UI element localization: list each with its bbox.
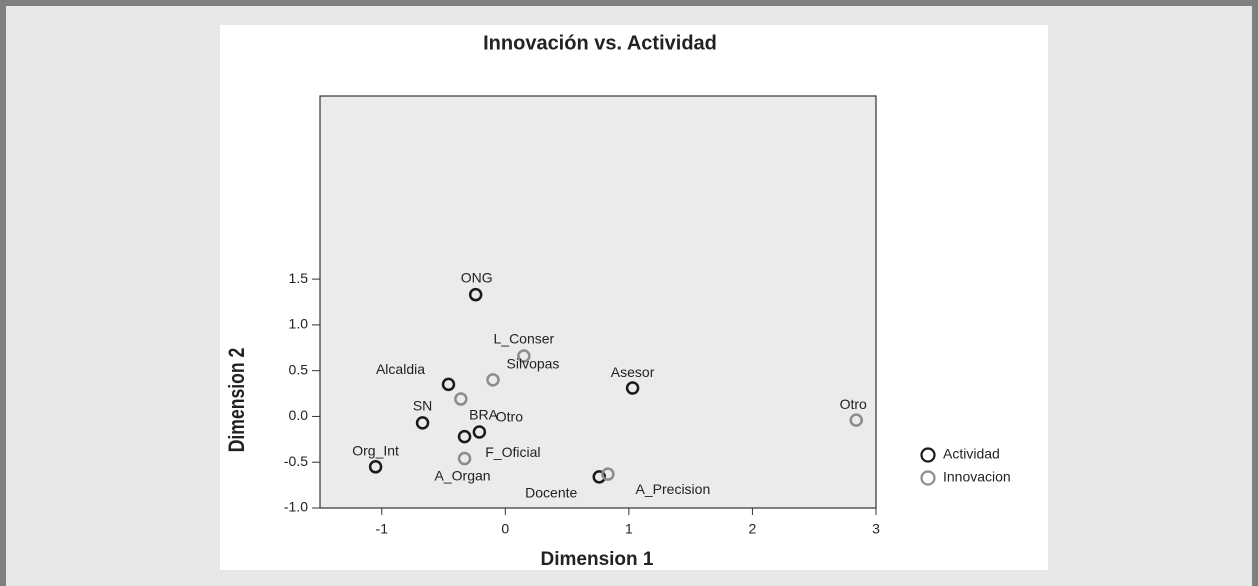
legend-marker (920, 470, 936, 486)
x-tick-label: 1 (625, 521, 633, 537)
point-label: F_Oficial (485, 444, 540, 460)
point (517, 349, 531, 363)
y-tick-label: -1.0 (284, 499, 308, 515)
point (415, 416, 430, 430)
x-tick-label: 3 (872, 521, 880, 537)
point (486, 373, 500, 387)
point (454, 392, 468, 406)
y-axis-label: Dimension 2 (225, 348, 249, 453)
x-tick-label: -1 (376, 521, 389, 537)
legend-label: Innovacion (943, 469, 1011, 485)
y-tick-label: 1.5 (289, 270, 309, 286)
point-label: BRA (469, 406, 498, 422)
point-label: Docente (525, 485, 577, 501)
point-label: ONG (461, 269, 493, 285)
y-tick-label: 0.0 (289, 407, 309, 423)
point (472, 425, 487, 439)
point (849, 413, 863, 427)
y-tick-label: -0.5 (284, 453, 308, 469)
y-tick-label: 0.5 (289, 361, 309, 377)
x-tick-label: 0 (501, 521, 509, 537)
plot-area (319, 95, 877, 509)
point (441, 377, 456, 392)
point-label: Alcaldia (376, 361, 425, 377)
legend-marker (920, 447, 936, 463)
point (601, 467, 615, 481)
point-label: Asesor (611, 364, 655, 380)
point-label: A_Precision (636, 481, 711, 497)
point-label: SN (413, 398, 432, 414)
x-axis-label: Dimension 1 (541, 549, 654, 570)
point-label: Otro (840, 396, 867, 412)
point (457, 429, 472, 444)
point-label: Otro (496, 409, 523, 425)
point (468, 287, 483, 302)
x-tick-label: 2 (749, 521, 757, 537)
point-label: A_Organ (435, 467, 491, 483)
point-label: Org_Int (352, 443, 399, 459)
point-label: Silvopas (507, 356, 560, 372)
point-label: L_Conser (494, 331, 555, 347)
legend-label: Actividad (943, 446, 1000, 462)
chart: Innovación vs. Actividad Dimension 1 Dim… (220, 25, 1048, 570)
point (592, 470, 606, 484)
point (368, 460, 383, 474)
point (457, 451, 472, 466)
point (625, 381, 640, 395)
chart-title: Innovación vs. Actividad (483, 32, 717, 54)
y-tick-label: 1.0 (289, 316, 309, 332)
